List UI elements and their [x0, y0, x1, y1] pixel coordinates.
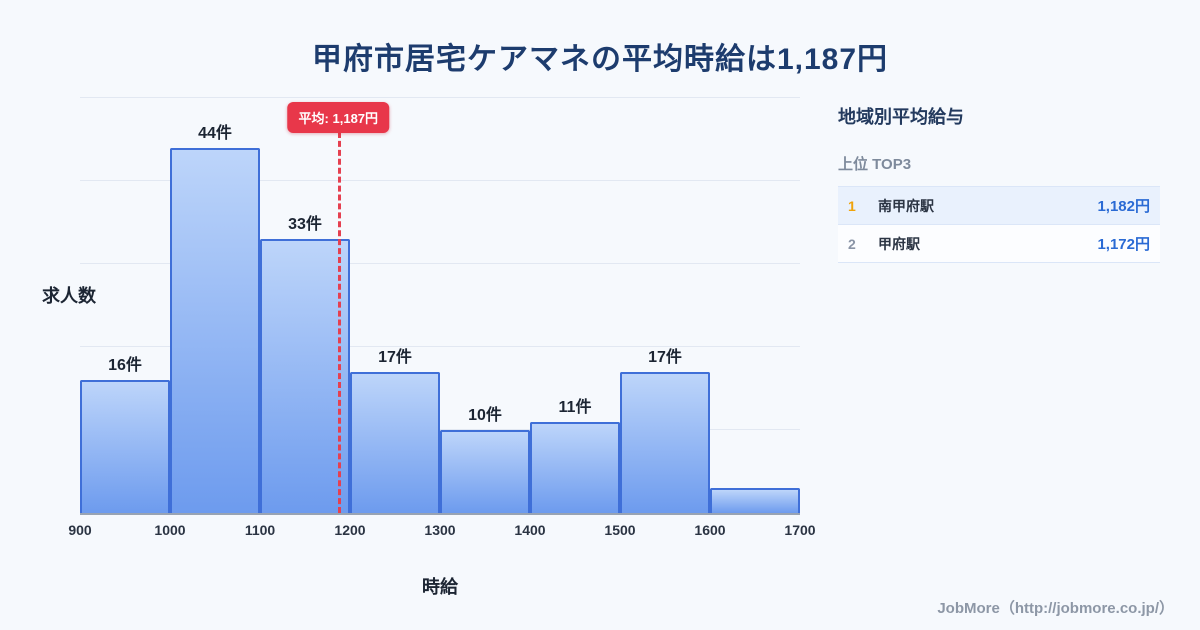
x-tick-label: 1200 — [334, 522, 366, 538]
x-tick-label: 1700 — [784, 522, 816, 538]
bar-value-label: 17件 — [378, 348, 412, 366]
gridline — [80, 263, 800, 264]
x-tick-label: 1100 — [244, 522, 276, 538]
sidebar-subtitle: 上位 TOP3 — [838, 156, 912, 173]
rank-number: 1 — [848, 197, 856, 214]
gridline — [80, 346, 800, 347]
table-row: 1 南甲府駅 1,182円 — [838, 187, 1160, 225]
table-row: 2 甲府駅 1,172円 — [838, 225, 1160, 263]
histogram-bar — [710, 488, 800, 513]
histogram-bar — [260, 239, 350, 513]
gridline — [80, 429, 800, 430]
x-tick-label: 1500 — [604, 522, 636, 538]
top3-table: 1 南甲府駅 1,182円 2 甲府駅 1,172円 — [838, 186, 1160, 263]
bar-value-label: 16件 — [108, 357, 142, 375]
histogram-bar — [170, 147, 260, 513]
station-name: 南甲府駅 — [878, 197, 934, 214]
page-title: 甲府市居宅ケアマネの平均時給は1,187円 — [311, 43, 889, 76]
x-tick-label: 900 — [68, 522, 92, 538]
station-wage: 1,182円 — [1097, 198, 1150, 215]
station-name: 甲府駅 — [878, 235, 920, 252]
average-line — [338, 132, 342, 513]
histogram-bar — [440, 430, 530, 513]
x-tick-label: 1300 — [424, 522, 456, 538]
bar-value-label: 10件 — [468, 407, 502, 424]
histogram-bar — [80, 380, 170, 513]
gridline — [80, 97, 800, 98]
y-axis-label: 求人数 — [42, 286, 96, 306]
x-tick-label: 1600 — [694, 522, 726, 538]
average-badge: 平均: 1,187円 — [287, 102, 390, 133]
x-axis-label: 時給 — [422, 577, 458, 597]
histogram-bar — [530, 421, 620, 513]
x-tick-label: 1400 — [514, 522, 546, 538]
bar-value-label: 44件 — [198, 124, 232, 142]
histogram-bar — [350, 371, 440, 513]
rank-number: 2 — [848, 235, 856, 252]
bar-value-label: 11件 — [558, 398, 592, 416]
region-salary-panel: 地域別平均給与 上位 TOP3 1 南甲府駅 1,182円 2 甲府駅 1,17… — [838, 103, 1160, 263]
bar-value-label: 33件 — [288, 216, 322, 234]
sidebar-title: 地域別平均給与 — [838, 107, 964, 127]
bar-value-label: 17件 — [648, 348, 682, 366]
histogram-bar — [620, 371, 710, 513]
gridline — [80, 180, 800, 181]
station-wage: 1,172円 — [1097, 236, 1150, 253]
x-tick-label: 1000 — [154, 522, 186, 538]
chart-plot: 16件 44件 33件 17件 10件 11件 17件 900 1000 1100 1200 1300… — [68, 97, 816, 538]
source-credit: JobMore（http://jobmore.co.jp/） — [937, 600, 1174, 617]
